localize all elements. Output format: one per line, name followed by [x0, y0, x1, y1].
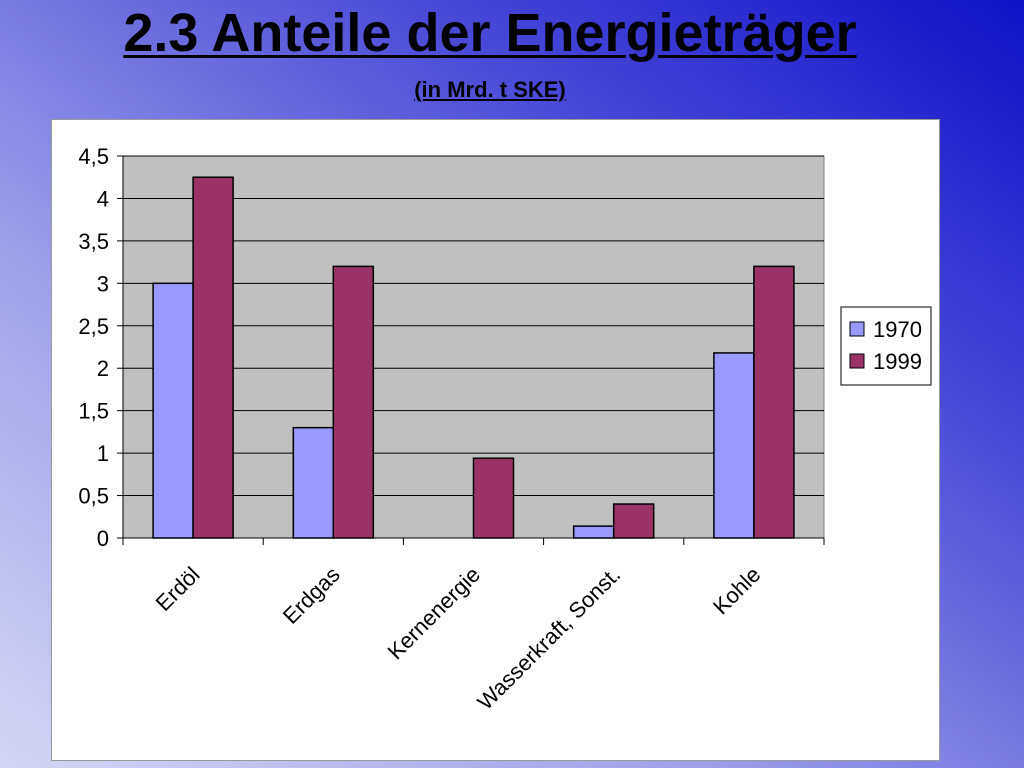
y-tick-label: 2	[97, 356, 109, 381]
bar-1999-4	[753, 265, 795, 539]
y-tick-label: 1,5	[78, 399, 109, 424]
y-tick-label: 2,5	[78, 314, 109, 339]
slide-title: 2.3 Anteile der Energieträger	[123, 3, 857, 63]
x-tick-label: Erdgas	[278, 562, 345, 629]
bar-1999-2	[472, 457, 515, 539]
y-tick-label: 3,5	[78, 229, 109, 254]
legend-label-1970: 1970	[873, 317, 922, 342]
bar-1970-3	[572, 525, 615, 539]
y-tick-label: 4	[97, 186, 109, 211]
y-tick-label: 4,5	[78, 144, 109, 169]
bar-1999-3	[612, 503, 655, 539]
legend-swatch-1999	[849, 353, 865, 369]
y-tick-label: 1	[97, 441, 109, 466]
bar-1999-1	[332, 265, 375, 539]
y-tick-label: 0	[97, 526, 109, 551]
x-tick-label: Kohle	[708, 562, 765, 619]
bar-1970-0	[152, 282, 194, 539]
y-tick-label: 0,5	[78, 484, 109, 509]
x-tick-label: Erdöl	[151, 562, 205, 616]
x-tick-label: Kernenergie	[383, 562, 485, 664]
bar-1970-1	[292, 426, 335, 539]
legend: 1970 1999	[840, 306, 932, 386]
bar-1999-0	[192, 176, 234, 539]
slide-subtitle: (in Mrd. t SKE)	[414, 77, 566, 102]
y-tick-label: 3	[97, 271, 109, 296]
legend-swatch-1970	[849, 321, 865, 337]
bar-layer	[152, 176, 795, 539]
legend-label-1999: 1999	[873, 349, 922, 374]
legend-box	[840, 306, 932, 386]
x-tick-label: Wasserkraft, Sonst.	[472, 562, 625, 715]
bar-1970-4	[713, 352, 755, 539]
